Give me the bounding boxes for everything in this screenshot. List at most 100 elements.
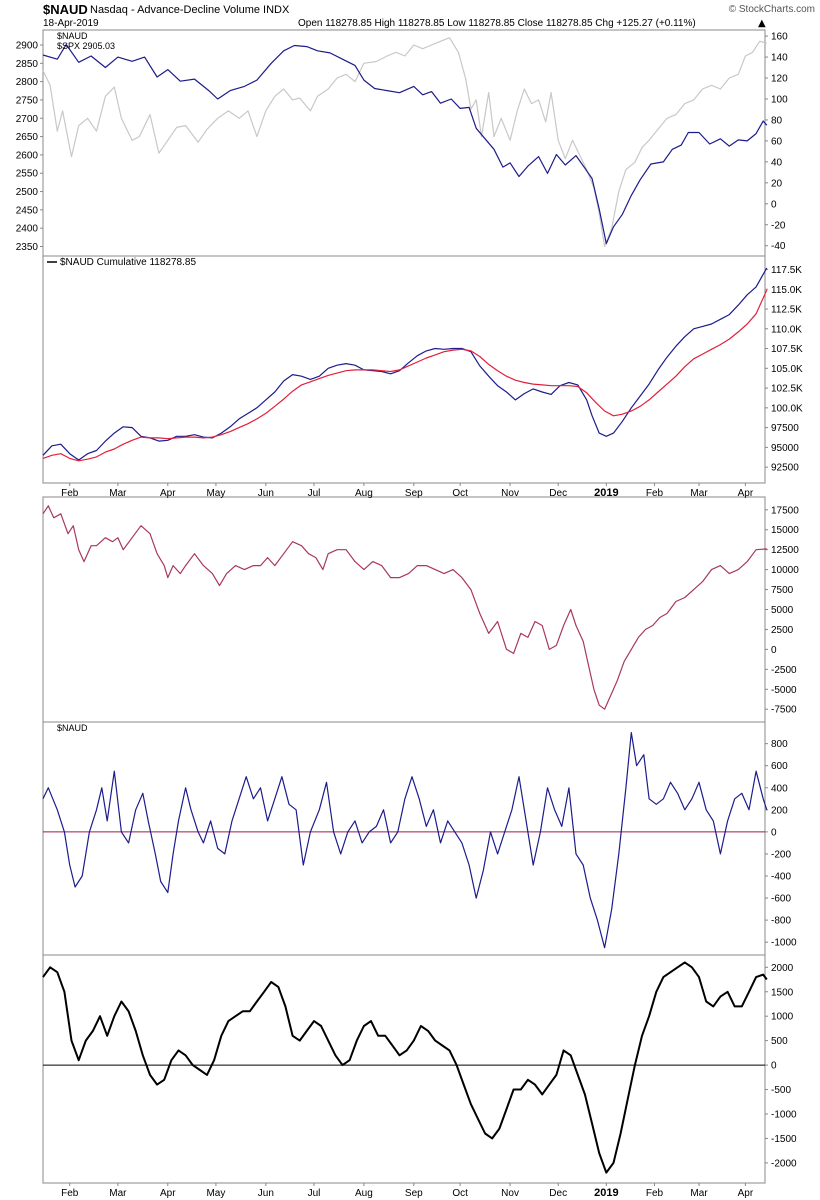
left-axis-label: 2800 [16, 77, 39, 88]
right-axis-label: 117.5K [771, 265, 802, 276]
left-axis-label: 2900 [16, 40, 39, 51]
right-axis-label: 5000 [771, 605, 794, 616]
right-axis-label: -400 [771, 872, 791, 883]
panel-frame [42, 496, 766, 723]
x-axis-label: Apr [160, 488, 176, 499]
right-axis-label: 80 [771, 115, 783, 126]
x-axis-label: Dec [549, 488, 567, 499]
left-axis-label: 2500 [16, 187, 39, 198]
left-axis-label: 2650 [16, 132, 39, 143]
right-axis-label: 7500 [771, 585, 794, 596]
right-axis-label: 95000 [771, 443, 799, 454]
right-axis-label: 100 [771, 94, 788, 105]
right-axis-label: 12500 [771, 545, 799, 556]
right-axis-label: 115.0K [771, 285, 802, 296]
right-axis-label: -200 [771, 849, 791, 860]
x-axis-label: Mar [109, 1188, 127, 1199]
right-axis-label: 102.5K [771, 384, 803, 395]
series-line--naud-cumulative [42, 267, 768, 461]
x-axis-label: Nov [501, 1188, 519, 1199]
right-axis-label: -1500 [771, 1134, 797, 1145]
x-axis-label: Sep [405, 1188, 423, 1199]
x-axis-label: Dec [549, 1188, 567, 1199]
left-axis-label: 2550 [16, 169, 39, 180]
left-axis-label: 2350 [16, 242, 39, 253]
x-axis-label: Feb [61, 488, 79, 499]
x-axis-label: May [206, 488, 225, 499]
x-axis-label: Oct [452, 488, 468, 499]
panel-frame [42, 255, 766, 484]
stockcharts-brand: © StockCharts.com [729, 4, 815, 15]
x-axis-label: Aug [355, 1188, 373, 1199]
x-axis-label: Feb [646, 1188, 664, 1199]
right-axis-label: 0 [771, 199, 777, 210]
x-axis-label: Jun [258, 488, 274, 499]
series-line--naud [42, 43, 768, 245]
x-axis-label: Mar [690, 1188, 708, 1199]
x-axis-label: May [206, 1188, 225, 1199]
chart-symbol: $NAUD [43, 2, 88, 17]
right-axis-label: -1000 [771, 1109, 797, 1120]
panel-frame [42, 721, 766, 956]
left-axis-label: 2450 [16, 205, 39, 216]
right-axis-label: -2500 [771, 665, 797, 676]
x-axis-label: Jun [258, 1188, 274, 1199]
x-axis-label: Mar [690, 488, 708, 499]
right-axis-label: 160 [771, 32, 788, 43]
x-axis-label: Sep [405, 488, 423, 499]
right-axis-label: 105.0K [771, 364, 803, 375]
right-axis-label: 15000 [771, 525, 799, 536]
x-axis-label: Mar [109, 488, 127, 499]
panel-frame [42, 29, 766, 257]
up-arrow-icon: ▲ [758, 18, 766, 29]
legend-label: $NAUD [57, 31, 88, 41]
left-axis-label: 2850 [16, 59, 39, 70]
chart-description: Nasdaq - Advance-Decline Volume INDX [90, 4, 290, 16]
right-axis-label: 600 [771, 761, 788, 772]
x-axis-label: 2019 [594, 1187, 618, 1199]
panels-group: -40-200204060801001201401602350240024502… [16, 29, 803, 1199]
right-axis-label: -800 [771, 916, 791, 927]
right-axis-label: 0 [771, 645, 777, 656]
right-axis-label: 2000 [771, 963, 794, 974]
left-axis-label: 2600 [16, 150, 39, 161]
x-axis-label: Apr [160, 1188, 176, 1199]
x-axis-label: Aug [355, 488, 373, 499]
panel-frame [42, 954, 766, 1184]
right-axis-label: 140 [771, 53, 788, 64]
series-line [42, 961, 768, 1174]
right-axis-label: 60 [771, 136, 783, 147]
right-axis-label: 92500 [771, 463, 799, 474]
right-axis-label: 120 [771, 74, 788, 85]
series-line [42, 505, 767, 710]
right-axis-label: 0 [771, 1061, 777, 1072]
right-axis-label: 500 [771, 1036, 788, 1047]
x-axis-label: Nov [501, 488, 519, 499]
x-axis-label: Jul [308, 1188, 321, 1199]
right-axis-label: -1000 [771, 938, 797, 949]
right-axis-label: 100.0K [771, 403, 803, 414]
right-axis-label: 17500 [771, 505, 799, 516]
right-axis-label: -7500 [771, 705, 797, 716]
right-axis-label: -20 [771, 220, 786, 231]
x-axis-label: Feb [61, 1188, 79, 1199]
series-line--naud [42, 732, 768, 949]
series-line-moving-average [42, 289, 768, 462]
right-axis-label: -2000 [771, 1158, 797, 1169]
right-axis-label: 110.0K [771, 324, 802, 335]
right-axis-label: 20 [771, 178, 783, 189]
right-axis-label: -500 [771, 1085, 791, 1096]
right-axis-label: -600 [771, 894, 791, 905]
right-axis-label: 107.5K [771, 344, 803, 355]
x-axis-label: Apr [738, 1188, 754, 1199]
right-axis-label: 97500 [771, 423, 799, 434]
left-axis-label: 2700 [16, 114, 39, 125]
right-axis-label: 40 [771, 157, 783, 168]
legend-label: $SPX 2905.03 [57, 41, 115, 51]
right-axis-label: -5000 [771, 685, 797, 696]
right-axis-label: 1000 [771, 1012, 794, 1023]
right-axis-label: 800 [771, 739, 788, 750]
x-axis-label: Jul [308, 488, 321, 499]
chart-date: 18-Apr-2019 [43, 18, 99, 29]
